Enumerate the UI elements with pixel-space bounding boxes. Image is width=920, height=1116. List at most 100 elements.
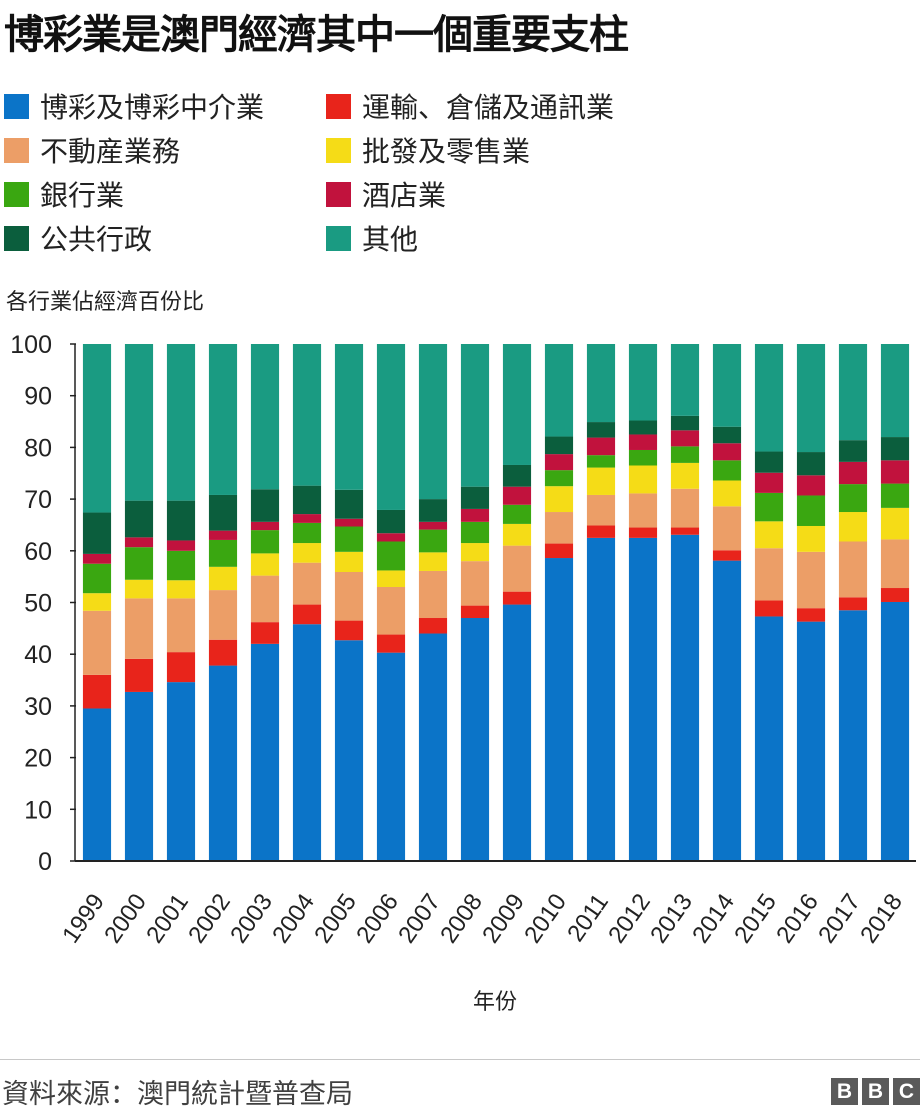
bar-segment xyxy=(797,526,825,552)
bar-segment xyxy=(797,608,825,621)
bar-segment xyxy=(713,480,741,506)
bar-segment xyxy=(671,446,699,463)
bar-segment xyxy=(419,344,447,499)
x-tick-label: 2003 xyxy=(225,889,278,948)
bar-segment xyxy=(629,421,657,435)
bar-segment xyxy=(377,533,405,541)
bar-segment xyxy=(839,440,867,462)
bar-segment xyxy=(587,422,615,438)
bar-segment xyxy=(461,606,489,618)
bar-segment xyxy=(755,473,783,493)
bar-segment xyxy=(755,600,783,616)
bar-segment xyxy=(461,509,489,522)
bar-segment xyxy=(419,552,447,571)
bar-segment xyxy=(293,605,321,625)
bar-segment xyxy=(209,666,237,861)
bar-segment xyxy=(713,344,741,427)
x-tick-label: 2014 xyxy=(687,889,740,948)
x-tick-label: 2006 xyxy=(351,889,404,948)
x-tick-label: 2002 xyxy=(183,889,236,948)
bar-segment xyxy=(209,590,237,640)
bar-segment xyxy=(545,470,573,486)
bar-segment xyxy=(503,344,531,465)
bar-segment xyxy=(293,344,321,486)
legend-swatch xyxy=(4,226,29,251)
bar-segment xyxy=(377,653,405,861)
bar-segment xyxy=(881,460,909,483)
bar-segment xyxy=(881,344,909,437)
x-tick-label: 2011 xyxy=(562,889,614,947)
bar-segment xyxy=(83,708,111,861)
x-tick-label: 2018 xyxy=(855,889,908,948)
bar-segment xyxy=(671,528,699,535)
bar-segment xyxy=(797,622,825,861)
x-tick-label: 2017 xyxy=(813,889,866,948)
bar-segment xyxy=(797,452,825,475)
bar-segment xyxy=(671,535,699,861)
bar-segment xyxy=(167,540,195,550)
bar-segment xyxy=(629,465,657,493)
legend-swatch xyxy=(326,138,351,163)
bar-segment xyxy=(167,652,195,682)
bar-segment xyxy=(209,495,237,531)
bar-segment xyxy=(881,484,909,508)
bar-segment xyxy=(293,523,321,543)
bar-segment xyxy=(251,344,279,489)
bbc-logo: B B C xyxy=(831,1078,920,1105)
bar-segment xyxy=(503,524,531,546)
bar-segment xyxy=(461,561,489,605)
legend-item-wholesale-retail: 批發及零售業 xyxy=(326,130,530,170)
chart-title: 博彩業是澳門經濟其中一個重要支柱 xyxy=(4,2,628,60)
bar-segment xyxy=(503,592,531,605)
logo-letter: C xyxy=(893,1078,920,1105)
bar-segment xyxy=(461,618,489,861)
legend-label: 酒店業 xyxy=(362,174,446,214)
legend-swatch xyxy=(4,182,29,207)
bar-segment xyxy=(545,454,573,470)
bar-segment xyxy=(419,499,447,522)
bar-segment xyxy=(839,344,867,440)
bar-segment xyxy=(125,537,153,547)
legend-item-other: 其他 xyxy=(326,218,418,258)
bar-segment xyxy=(713,427,741,444)
bar-segment xyxy=(335,344,363,490)
bar-segment xyxy=(503,505,531,524)
bar-segment xyxy=(167,551,195,580)
bar-segment xyxy=(881,539,909,588)
bar-segment xyxy=(251,522,279,530)
bar-segment xyxy=(839,597,867,610)
bar-segment xyxy=(167,344,195,501)
bar-segment xyxy=(587,495,615,526)
legend-item-transport: 運輸、倉儲及通訊業 xyxy=(326,86,614,126)
bar-segment xyxy=(377,541,405,570)
bar-segment xyxy=(755,521,783,548)
bar-segment xyxy=(209,531,237,540)
bar-segment xyxy=(125,580,153,599)
bar-segment xyxy=(797,495,825,526)
logo-letter: B xyxy=(831,1078,858,1105)
bar-segment xyxy=(335,640,363,861)
bar-segment xyxy=(713,550,741,560)
bar-segment xyxy=(209,567,237,590)
bar-segment xyxy=(503,487,531,505)
bar-segment xyxy=(881,437,909,460)
legend-swatch xyxy=(326,182,351,207)
bar-segment xyxy=(587,455,615,467)
bar-segment xyxy=(755,616,783,861)
y-tick-label: 90 xyxy=(24,383,52,411)
bar-segment xyxy=(755,344,783,452)
bar-segment xyxy=(335,527,363,552)
bar-segment xyxy=(671,463,699,489)
bar-segment xyxy=(629,493,657,527)
x-tick-label: 1999 xyxy=(57,889,110,948)
bar-segment xyxy=(251,644,279,861)
bar-segment xyxy=(587,538,615,861)
bar-segment xyxy=(419,634,447,861)
bar-segment xyxy=(671,416,699,430)
bar-segment xyxy=(839,484,867,512)
bar-segment xyxy=(167,682,195,861)
bar-segment xyxy=(251,530,279,553)
bar-segment xyxy=(671,489,699,528)
bar-segment xyxy=(461,543,489,561)
bar-segment xyxy=(251,553,279,575)
